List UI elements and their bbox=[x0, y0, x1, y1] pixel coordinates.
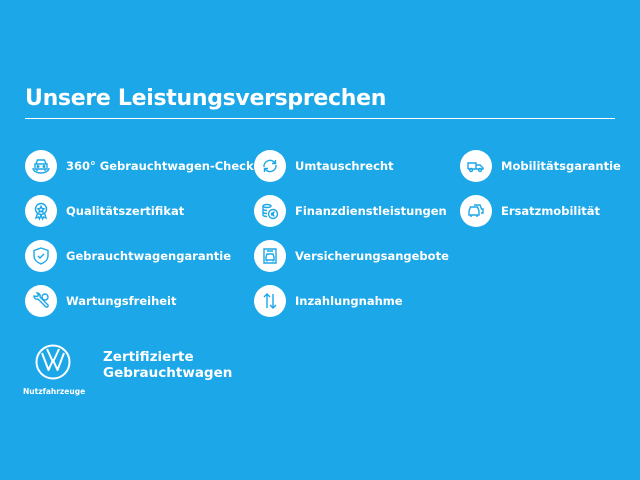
item-versicherungsangebote: Versicherungsangebote bbox=[254, 240, 449, 272]
title-divider bbox=[25, 118, 615, 119]
item-label: Versicherungsangebote bbox=[295, 249, 449, 263]
item-label: Ersatzmobilität bbox=[501, 204, 601, 218]
item-label: Qualitätszertifikat bbox=[66, 204, 185, 218]
item-label: 360° Gebrauchtwagen-Check bbox=[66, 159, 254, 173]
tow-truck-icon bbox=[460, 150, 492, 182]
item-gebrauchtwagengarantie: Gebrauchtwagengarantie bbox=[25, 240, 231, 272]
item-ersatzmobilitaet: Ersatzmobilität bbox=[460, 195, 600, 227]
item-label: Inzahlungnahme bbox=[295, 294, 403, 308]
cert-line-1: Zertifizierte bbox=[103, 349, 194, 365]
item-gebrauchtwagen-check: 360° Gebrauchtwagen-Check bbox=[25, 150, 254, 182]
item-qualitaetszertifikat: Qualitätszertifikat bbox=[25, 195, 184, 227]
shield-check-icon bbox=[25, 240, 57, 272]
certificate-icon bbox=[25, 195, 57, 227]
car-check-icon bbox=[25, 150, 57, 182]
item-label: Wartungsfreiheit bbox=[66, 294, 177, 308]
item-umtauschrecht: Umtauschrecht bbox=[254, 150, 394, 182]
item-inzahlungnahme: Inzahlungnahme bbox=[254, 285, 403, 317]
item-label: Gebrauchtwagengarantie bbox=[66, 249, 232, 263]
insurance-car-icon bbox=[254, 240, 286, 272]
wrench-icon bbox=[25, 285, 57, 317]
vw-logo bbox=[35, 344, 71, 380]
item-label: Finanzdienstleistungen bbox=[295, 204, 447, 218]
replacement-car-icon bbox=[460, 195, 492, 227]
brand-subtitle: Nutzfahrzeuge bbox=[23, 387, 86, 396]
item-wartungsfreiheit: Wartungsfreiheit bbox=[25, 285, 177, 317]
cert-line-2: Gebrauchtwagen bbox=[103, 365, 233, 381]
item-label: Mobilitätsgarantie bbox=[501, 159, 621, 173]
page-title: Unsere Leistungsversprechen bbox=[25, 86, 387, 111]
certified-used-cars-label: Zertifizierte Gebrauchtwagen bbox=[103, 349, 232, 381]
item-label: Umtauschrecht bbox=[295, 159, 394, 173]
trade-in-arrows-icon bbox=[254, 285, 286, 317]
exchange-icon bbox=[254, 150, 286, 182]
euro-coins-icon bbox=[254, 195, 286, 227]
item-mobilitaetsgarantie: Mobilitätsgarantie bbox=[460, 150, 621, 182]
item-finanzdienstleistungen: Finanzdienstleistungen bbox=[254, 195, 447, 227]
